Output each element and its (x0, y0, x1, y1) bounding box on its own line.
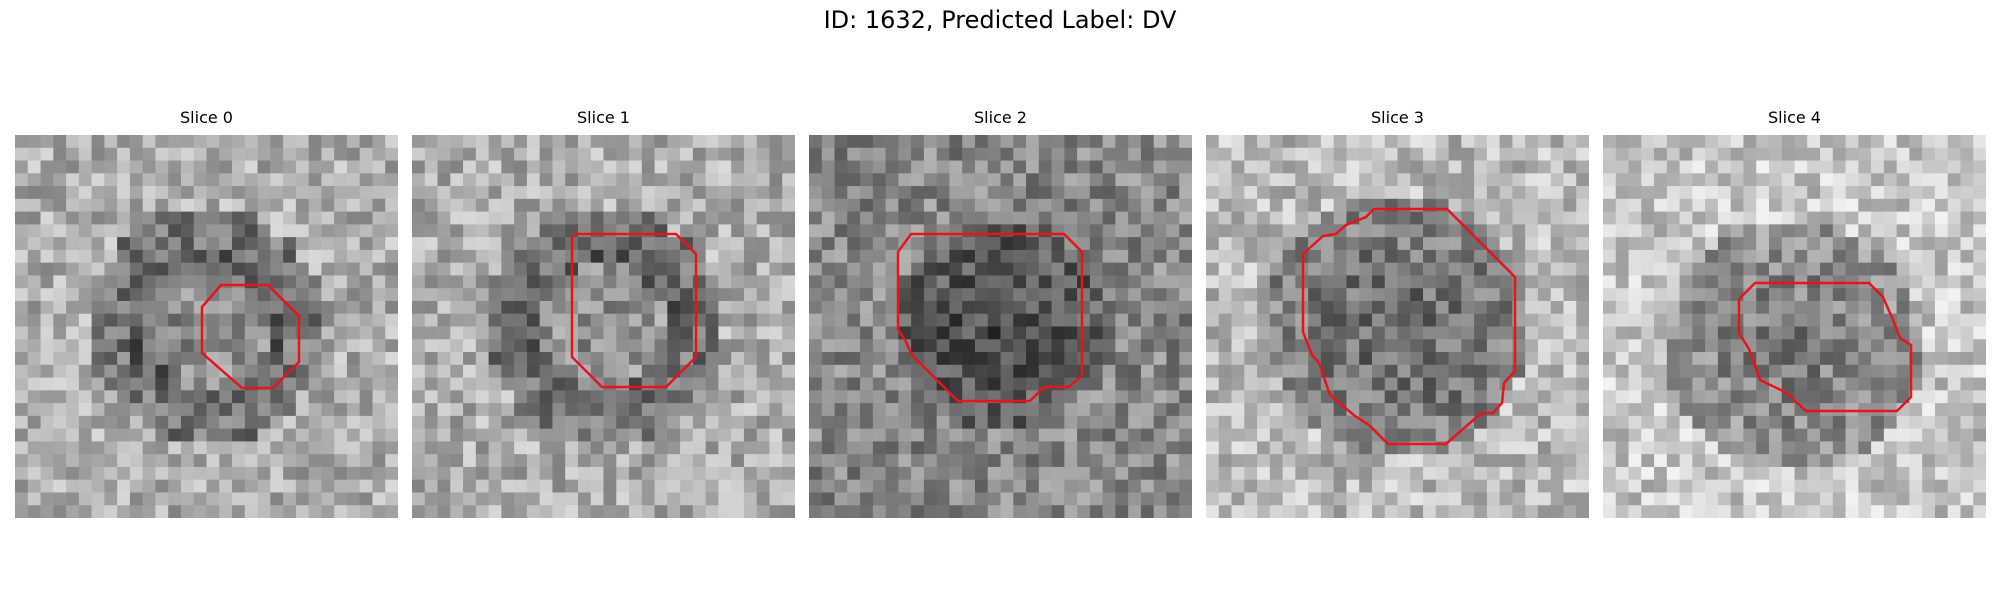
slice-panel-1: Slice 1 (412, 108, 795, 518)
slice-pixels-4 (1603, 135, 1986, 518)
slice-title-2: Slice 2 (809, 108, 1192, 128)
slice-title-3: Slice 3 (1206, 108, 1589, 128)
slice-pixels-0 (15, 135, 398, 518)
slice-title-1: Slice 1 (412, 108, 795, 128)
slice-title-4: Slice 4 (1603, 108, 1986, 128)
slice-pixels-3 (1206, 135, 1589, 518)
slice-image-1 (412, 135, 795, 518)
slice-image-0 (15, 135, 398, 518)
slice-image-4 (1603, 135, 1986, 518)
slice-panel-0: Slice 0 (15, 108, 398, 518)
slice-panel-4: Slice 4 (1603, 108, 1986, 518)
slice-pixels-1 (412, 135, 795, 518)
figure-title: ID: 1632, Predicted Label: DV (0, 6, 2000, 34)
slice-title-0: Slice 0 (15, 108, 398, 128)
slice-panel-2: Slice 2 (809, 108, 1192, 518)
slice-image-2 (809, 135, 1192, 518)
slice-pixels-2 (809, 135, 1192, 518)
slice-panel-3: Slice 3 (1206, 108, 1589, 518)
slice-image-3 (1206, 135, 1589, 518)
